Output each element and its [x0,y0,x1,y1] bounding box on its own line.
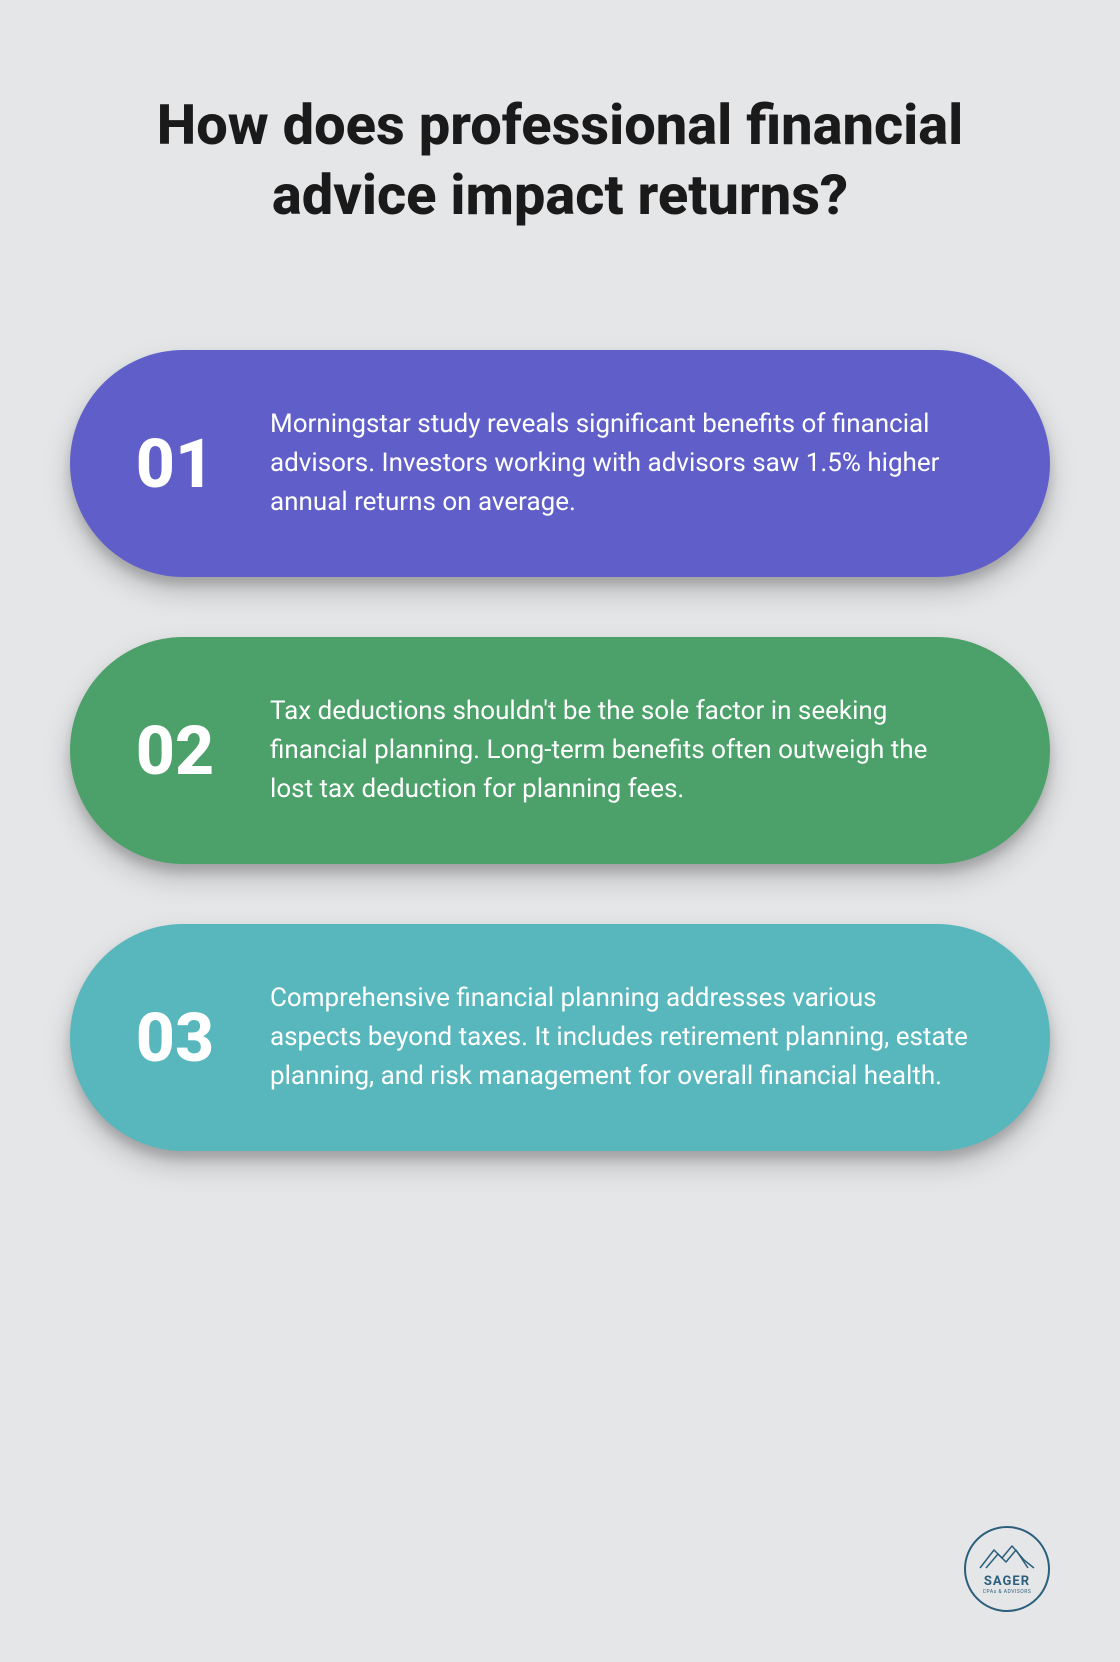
logo-subtext: CPAs & ADVISORS [983,1589,1032,1595]
logo-circle: SAGER CPAs & ADVISORS [964,1526,1050,1612]
card-text-1: Morningstar study reveals significant be… [270,405,970,522]
cards-container: 01 Morningstar study reveals significant… [70,350,1050,1151]
info-card-3: 03 Comprehensive financial planning addr… [70,924,1050,1151]
card-number-2: 02 [120,711,230,791]
mountain-icon [978,1544,1036,1570]
brand-logo: SAGER CPAs & ADVISORS [964,1526,1050,1612]
card-text-2: Tax deductions shouldn't be the sole fac… [270,692,970,809]
card-text-3: Comprehensive financial planning address… [270,979,970,1096]
logo-brand-text: SAGER [984,1574,1030,1589]
info-card-2: 02 Tax deductions shouldn't be the sole … [70,637,1050,864]
card-number-3: 03 [120,998,230,1078]
card-number-1: 01 [120,424,230,504]
info-card-1: 01 Morningstar study reveals significant… [70,350,1050,577]
page-title: How does professional financial advice i… [70,90,1050,230]
